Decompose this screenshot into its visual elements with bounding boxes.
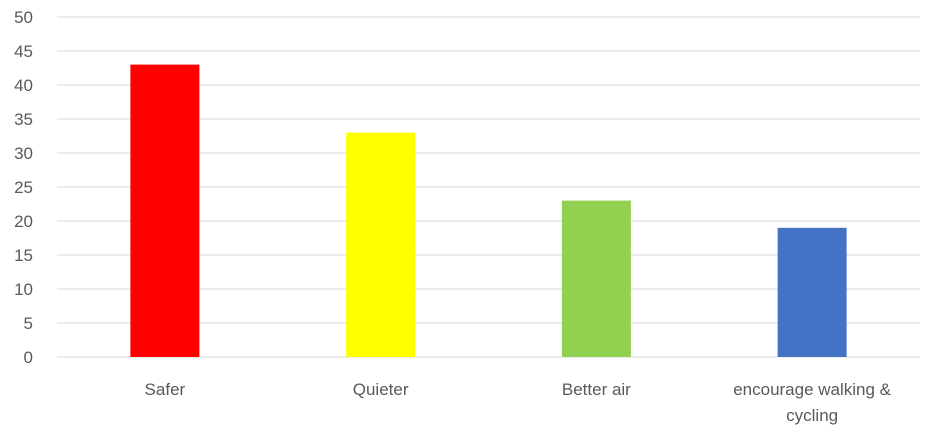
x-category-label: cycling — [786, 406, 838, 425]
y-axis: 0 5 10 15 20 25 30 35 40 45 50 — [14, 8, 33, 367]
y-tick-label: 5 — [24, 314, 33, 333]
x-axis: Safer Quieter Better air encourage walking … — [145, 380, 892, 425]
y-tick-label: 45 — [14, 42, 33, 61]
bar-safer — [130, 64, 200, 357]
bar-encourage-walking-cycling — [777, 227, 847, 357]
x-category-label: encourage walking & — [733, 380, 891, 399]
y-tick-label: 15 — [14, 246, 33, 265]
y-tick-label: 35 — [14, 110, 33, 129]
y-tick-label: 25 — [14, 178, 33, 197]
y-tick-label: 10 — [14, 280, 33, 299]
y-tick-label: 20 — [14, 212, 33, 231]
y-tick-label: 30 — [14, 144, 33, 163]
bars — [130, 64, 847, 357]
gridlines — [57, 16, 920, 358]
bar-better-air — [561, 200, 631, 357]
bar-quieter — [346, 132, 416, 357]
x-category-label: Quieter — [353, 380, 409, 399]
x-category-label: Better air — [562, 380, 631, 399]
y-tick-label: 50 — [14, 8, 33, 27]
y-tick-label: 40 — [14, 76, 33, 95]
x-category-label: Safer — [145, 380, 186, 399]
y-tick-label: 0 — [24, 348, 33, 367]
